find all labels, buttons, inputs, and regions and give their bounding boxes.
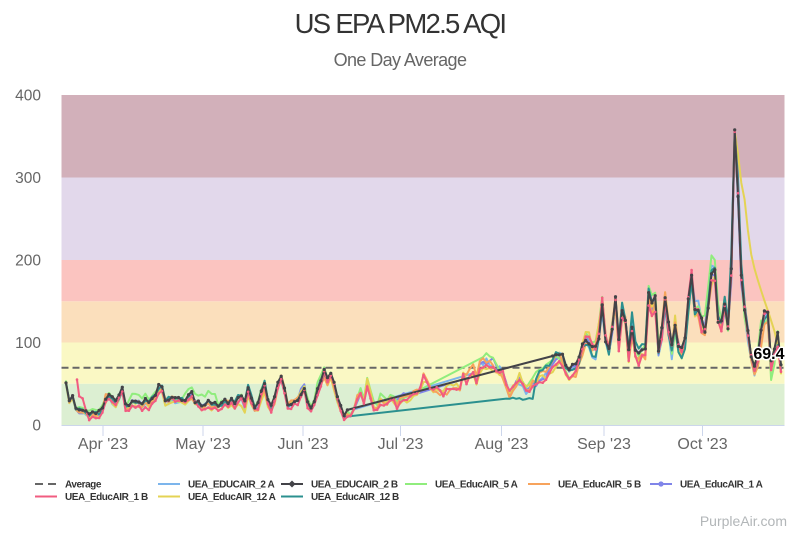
- svg-text:Aug '23: Aug '23: [475, 436, 529, 453]
- svg-text:UEA_EducAIR_12 A: UEA_EducAIR_12 A: [188, 492, 276, 503]
- svg-text:UEA_EducAIR_1 A: UEA_EducAIR_1 A: [680, 480, 763, 491]
- svg-text:May '23: May '23: [175, 436, 231, 453]
- svg-text:200: 200: [15, 253, 41, 270]
- svg-text:UEA_EducAIR_5 A: UEA_EducAIR_5 A: [435, 480, 518, 491]
- svg-text:69.4: 69.4: [753, 346, 784, 363]
- svg-text:UEA_EDUCAIR_2 B: UEA_EDUCAIR_2 B: [311, 480, 398, 491]
- svg-text:Oct '23: Oct '23: [677, 436, 727, 453]
- svg-text:Jun '23: Jun '23: [277, 436, 328, 453]
- svg-text:Average: Average: [65, 480, 102, 491]
- svg-text:UEA_EducAIR_1 B: UEA_EducAIR_1 B: [65, 492, 148, 503]
- svg-text:300: 300: [15, 170, 41, 187]
- svg-text:UEA_EducAIR_12 B: UEA_EducAIR_12 B: [311, 492, 399, 503]
- svg-text:0: 0: [32, 418, 41, 435]
- svg-text:Apr '23: Apr '23: [78, 436, 128, 453]
- svg-text:400: 400: [15, 88, 41, 105]
- svg-text:100: 100: [15, 335, 41, 352]
- svg-text:Sep '23: Sep '23: [577, 436, 631, 453]
- svg-text:US EPA PM2.5 AQI: US EPA PM2.5 AQI: [295, 8, 506, 39]
- svg-text:One Day Average: One Day Average: [334, 50, 467, 70]
- svg-text:UEA_EducAIR_5 B: UEA_EducAIR_5 B: [558, 480, 641, 491]
- svg-text:UEA_EDUCAIR_2 A: UEA_EDUCAIR_2 A: [188, 480, 274, 491]
- svg-text:Jul '23: Jul '23: [378, 436, 424, 453]
- svg-text:PurpleAir.com: PurpleAir.com: [700, 513, 787, 529]
